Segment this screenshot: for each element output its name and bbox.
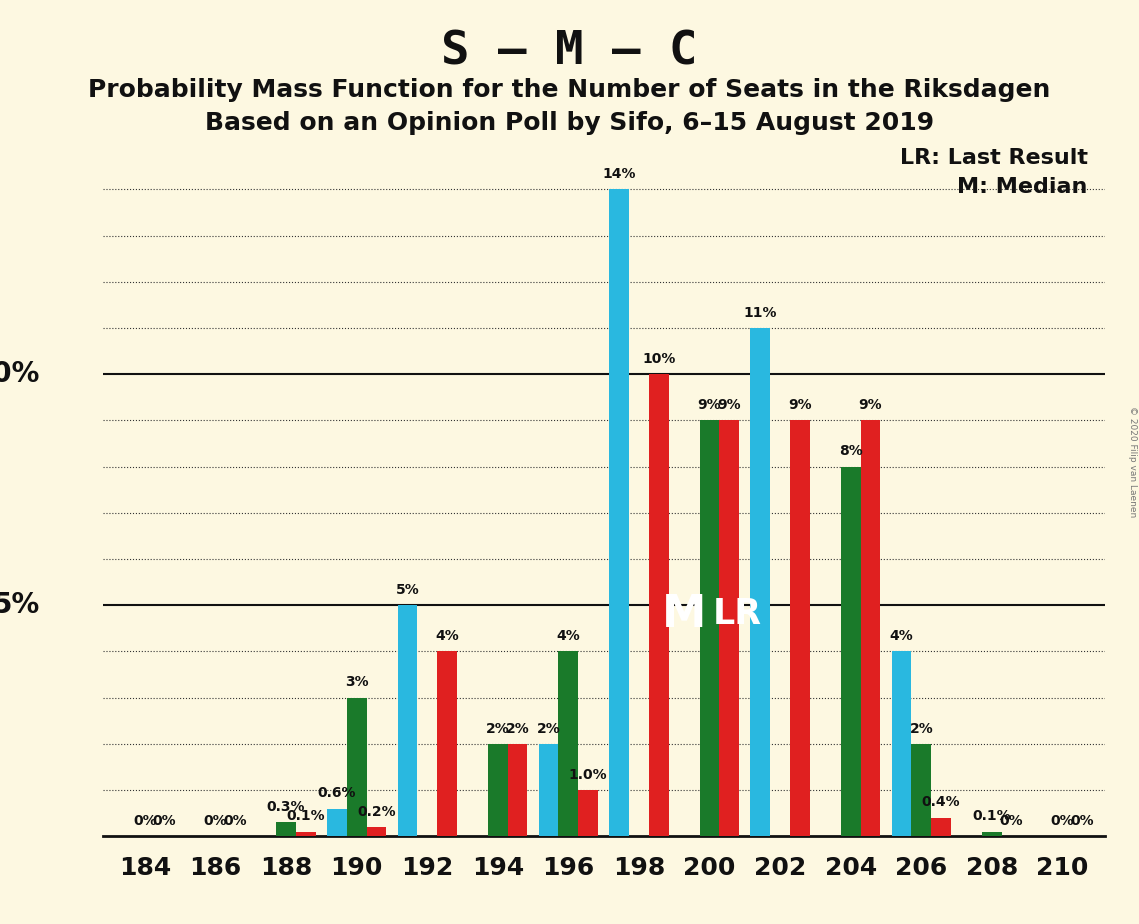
Text: 2%: 2%: [909, 722, 933, 736]
Text: 4%: 4%: [557, 629, 580, 643]
Text: 9%: 9%: [698, 398, 721, 412]
Text: 0.2%: 0.2%: [357, 805, 395, 819]
Text: 0%: 0%: [1071, 814, 1095, 828]
Text: 0.3%: 0.3%: [267, 800, 305, 814]
Text: © 2020 Filip van Laenen: © 2020 Filip van Laenen: [1128, 407, 1137, 517]
Text: 4%: 4%: [435, 629, 459, 643]
Text: Based on an Opinion Poll by Sifo, 6–15 August 2019: Based on an Opinion Poll by Sifo, 6–15 A…: [205, 111, 934, 135]
Text: 2%: 2%: [486, 722, 509, 736]
Bar: [609, 189, 629, 836]
Text: 5%: 5%: [395, 583, 419, 597]
Bar: [911, 744, 932, 836]
Text: Probability Mass Function for the Number of Seats in the Riksdagen: Probability Mass Function for the Number…: [89, 78, 1050, 102]
Bar: [487, 744, 508, 836]
Text: 10%: 10%: [0, 360, 40, 388]
Text: 0%: 0%: [223, 814, 247, 828]
Bar: [558, 651, 579, 836]
Text: 0.4%: 0.4%: [921, 796, 960, 809]
Text: 2%: 2%: [506, 722, 530, 736]
Bar: [892, 651, 911, 836]
Bar: [841, 467, 861, 836]
Bar: [982, 832, 1002, 836]
Text: 0%: 0%: [204, 814, 228, 828]
Text: 0.6%: 0.6%: [318, 786, 357, 800]
Text: 0.1%: 0.1%: [973, 809, 1011, 823]
Text: 0.1%: 0.1%: [287, 809, 325, 823]
Bar: [296, 832, 316, 836]
Text: 14%: 14%: [603, 167, 636, 181]
Text: 0%: 0%: [1050, 814, 1074, 828]
Bar: [367, 827, 386, 836]
Bar: [790, 420, 810, 836]
Text: 11%: 11%: [744, 306, 777, 320]
Bar: [276, 822, 296, 836]
Text: LR: Last Result: LR: Last Result: [900, 148, 1088, 168]
Bar: [508, 744, 527, 836]
Bar: [932, 818, 951, 836]
Text: 0%: 0%: [133, 814, 157, 828]
Text: M: M: [663, 593, 706, 636]
Bar: [398, 605, 417, 836]
Text: 2%: 2%: [536, 722, 560, 736]
Text: LR: LR: [712, 598, 761, 631]
Bar: [699, 420, 720, 836]
Text: 9%: 9%: [859, 398, 883, 412]
Bar: [539, 744, 558, 836]
Text: 9%: 9%: [718, 398, 741, 412]
Bar: [437, 651, 457, 836]
Text: 1.0%: 1.0%: [568, 768, 607, 782]
Text: 0%: 0%: [1000, 814, 1024, 828]
Text: 3%: 3%: [345, 675, 368, 689]
Bar: [751, 328, 770, 836]
Text: 5%: 5%: [0, 591, 40, 619]
Bar: [579, 790, 598, 836]
Bar: [346, 698, 367, 836]
Text: 8%: 8%: [838, 444, 862, 458]
Bar: [327, 808, 346, 836]
Text: 0%: 0%: [153, 814, 177, 828]
Bar: [649, 374, 669, 836]
Text: 4%: 4%: [890, 629, 913, 643]
Bar: [720, 420, 739, 836]
Text: S – M – C: S – M – C: [441, 30, 698, 75]
Bar: [861, 420, 880, 836]
Text: 10%: 10%: [642, 352, 675, 366]
Text: M: Median: M: Median: [958, 177, 1088, 198]
Text: 9%: 9%: [788, 398, 812, 412]
